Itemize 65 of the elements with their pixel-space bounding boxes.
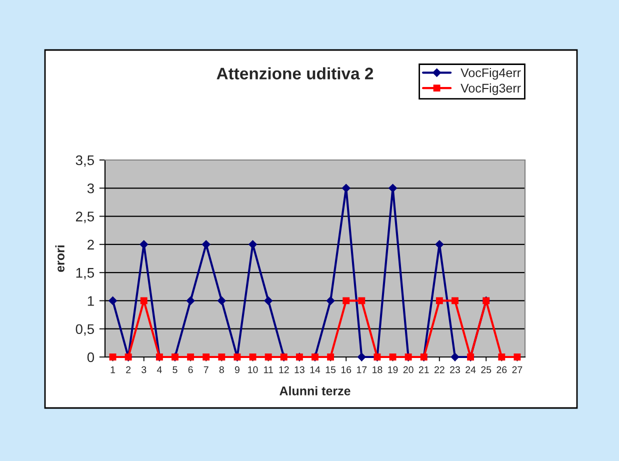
point (326, 296, 335, 305)
point (202, 240, 210, 249)
legend-label: VocFig4err (460, 68, 521, 80)
x-tick-label: 7 (204, 366, 208, 374)
x-tick-label: 5 (172, 366, 178, 374)
point (388, 184, 397, 192)
y-tick-label: 3,5 (76, 155, 94, 167)
y-tick-label: 0,5 (76, 324, 94, 336)
x-tick-label: 1 (110, 366, 116, 374)
x-tick-label: 25 (481, 366, 492, 374)
chart-title: Attenzione uditiva 2 (216, 67, 374, 80)
y-tick-label: 2,5 (76, 212, 94, 224)
x-tick-label: 8 (219, 366, 224, 374)
y-tick-label: 1 (88, 296, 94, 306)
point (140, 297, 148, 304)
x-tick-label: 13 (294, 366, 304, 374)
x-tick-label: 4 (156, 366, 162, 374)
point (187, 354, 194, 360)
x-tick-label: 10 (248, 366, 258, 374)
point (202, 354, 210, 360)
point (450, 352, 460, 362)
x-tick-label: 22 (434, 366, 444, 374)
point (358, 352, 366, 362)
x-tick-label: 24 (466, 366, 476, 374)
point (218, 296, 226, 305)
point (389, 354, 396, 360)
point (264, 296, 272, 305)
point (327, 354, 334, 360)
y-tick-label: 0 (87, 352, 94, 362)
y-tick-label: 2 (88, 240, 94, 250)
y-tick-label: 1,5 (76, 268, 94, 280)
x-tick-label: 27 (512, 366, 522, 374)
point (342, 184, 350, 192)
x-tick-label: 15 (326, 366, 336, 374)
x-tick-label: 18 (372, 366, 382, 374)
x-tick-label: 23 (450, 366, 460, 374)
x-tick-label: 3 (142, 366, 146, 374)
y-axis-title: erori (55, 245, 64, 272)
point (514, 354, 521, 360)
point (436, 297, 443, 304)
point (498, 354, 506, 360)
x-tick-label: 6 (188, 366, 193, 374)
y-tick-label: 3 (87, 183, 94, 194)
x-tick-label: 26 (496, 366, 507, 374)
x-tick-label: 21 (418, 366, 429, 374)
x-tick-label: 14 (310, 366, 320, 374)
x-axis-title: Alunni terze (280, 386, 350, 396)
point (109, 354, 116, 360)
x-tick-label: 12 (279, 366, 289, 374)
point (249, 354, 256, 360)
x-tick-label: 16 (341, 366, 352, 374)
x-tick-label: 2 (126, 366, 131, 374)
x-tick-label: 17 (357, 366, 367, 374)
point (358, 297, 366, 304)
x-tick-label: 20 (403, 366, 414, 374)
point (218, 354, 226, 360)
point (186, 296, 195, 305)
point (452, 297, 458, 304)
x-tick-label: 19 (388, 366, 398, 374)
point (108, 296, 117, 305)
legend-label: VocFig3err (460, 83, 521, 96)
x-tick-label: 9 (234, 366, 240, 374)
point (342, 297, 350, 304)
point (264, 354, 272, 360)
x-tick-label: 11 (264, 366, 273, 374)
